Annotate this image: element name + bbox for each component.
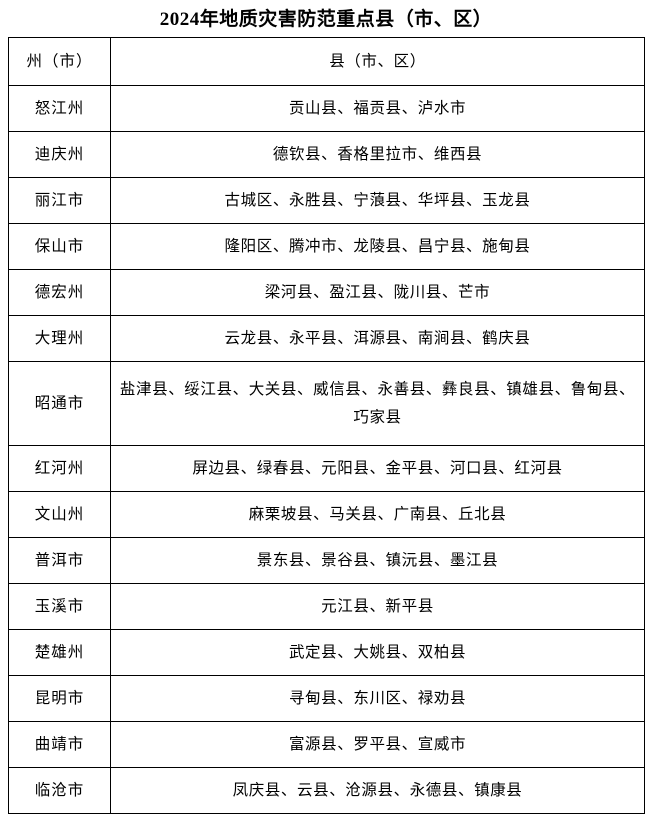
table-header-row: 州（市） 县（市、区）	[8, 37, 645, 86]
counties-cell: 云龙县、永平县、洱源县、南涧县、鹤庆县	[110, 315, 645, 362]
table-row: 昭通市 盐津县、绥江县、大关县、威信县、永善县、彝良县、镇雄县、鲁甸县、巧家县	[8, 361, 645, 446]
counties-cell: 梁河县、盈江县、陇川县、芒市	[110, 269, 645, 316]
counties-cell: 景东县、景谷县、镇沅县、墨江县	[110, 537, 645, 584]
counties-cell: 盐津县、绥江县、大关县、威信县、永善县、彝良县、镇雄县、鲁甸县、巧家县	[110, 361, 645, 446]
counties-cell: 元江县、新平县	[110, 583, 645, 630]
counties-cell: 寻甸县、东川区、禄劝县	[110, 675, 645, 722]
prefecture-cell: 德宏州	[8, 269, 111, 316]
prefecture-cell: 丽江市	[8, 177, 111, 224]
prefecture-cell: 大理州	[8, 315, 111, 362]
column-header-prefecture: 州（市）	[8, 37, 111, 86]
table-row: 楚雄州 武定县、大姚县、双柏县	[8, 629, 645, 676]
prefecture-cell: 昭通市	[8, 361, 111, 446]
prefecture-cell: 迪庆州	[8, 131, 111, 178]
counties-cell: 富源县、罗平县、宣威市	[110, 721, 645, 768]
counties-cell: 古城区、永胜县、宁蒗县、华坪县、玉龙县	[110, 177, 645, 224]
table-body: 州（市） 县（市、区） 怒江州 贡山县、福贡县、泸水市 迪庆州 德钦县、香格里拉市、维…	[8, 37, 645, 814]
table-row: 大理州 云龙县、永平县、洱源县、南涧县、鹤庆县	[8, 315, 645, 362]
table-row: 怒江州 贡山县、福贡县、泸水市	[8, 85, 645, 132]
counties-cell: 屏边县、绿春县、元阳县、金平县、河口县、红河县	[110, 445, 645, 492]
counties-cell: 麻栗坡县、马关县、广南县、丘北县	[110, 491, 645, 538]
counties-cell: 德钦县、香格里拉市、维西县	[110, 131, 645, 178]
table-row: 曲靖市 富源县、罗平县、宣威市	[8, 721, 645, 768]
prefecture-cell: 玉溪市	[8, 583, 111, 630]
counties-cell: 武定县、大姚县、双柏县	[110, 629, 645, 676]
table-row: 丽江市 古城区、永胜县、宁蒗县、华坪县、玉龙县	[8, 177, 645, 224]
document-page: 2024年地质灾害防范重点县（市、区） 州（市） 县（市、区） 怒江州 贡山县、福…	[8, 9, 645, 814]
table-row: 保山市 隆阳区、腾冲市、龙陵县、昌宁县、施甸县	[8, 223, 645, 270]
page-title: 2024年地质灾害防范重点县（市、区）	[159, 9, 493, 30]
column-header-counties: 县（市、区）	[110, 37, 645, 86]
counties-cell: 隆阳区、腾冲市、龙陵县、昌宁县、施甸县	[110, 223, 645, 270]
prefecture-cell: 保山市	[8, 223, 111, 270]
prefecture-cell: 昆明市	[8, 675, 111, 722]
prefecture-cell: 普洱市	[8, 537, 111, 584]
geological-hazard-key-counties-table: 州（市） 县（市、区） 怒江州 贡山县、福贡县、泸水市 迪庆州 德钦县、香格里拉市、维…	[8, 37, 645, 814]
prefecture-cell: 文山州	[8, 491, 111, 538]
table-row: 普洱市 景东县、景谷县、镇沅县、墨江县	[8, 537, 645, 584]
prefecture-cell: 红河州	[8, 445, 111, 492]
prefecture-cell: 曲靖市	[8, 721, 111, 768]
table-row: 昆明市 寻甸县、东川区、禄劝县	[8, 675, 645, 722]
table-row: 红河州 屏边县、绿春县、元阳县、金平县、河口县、红河县	[8, 445, 645, 492]
prefecture-cell: 楚雄州	[8, 629, 111, 676]
table-row: 玉溪市 元江县、新平县	[8, 583, 645, 630]
table-container: 州（市） 县（市、区） 怒江州 贡山县、福贡县、泸水市 迪庆州 德钦县、香格里拉市、维…	[0, 37, 652, 814]
counties-cell: 贡山县、福贡县、泸水市	[110, 85, 645, 132]
table-row: 迪庆州 德钦县、香格里拉市、维西县	[8, 131, 645, 178]
prefecture-cell: 怒江州	[8, 85, 111, 132]
table-row: 德宏州 梁河县、盈江县、陇川县、芒市	[8, 269, 645, 316]
table-row: 文山州 麻栗坡县、马关县、广南县、丘北县	[8, 491, 645, 538]
